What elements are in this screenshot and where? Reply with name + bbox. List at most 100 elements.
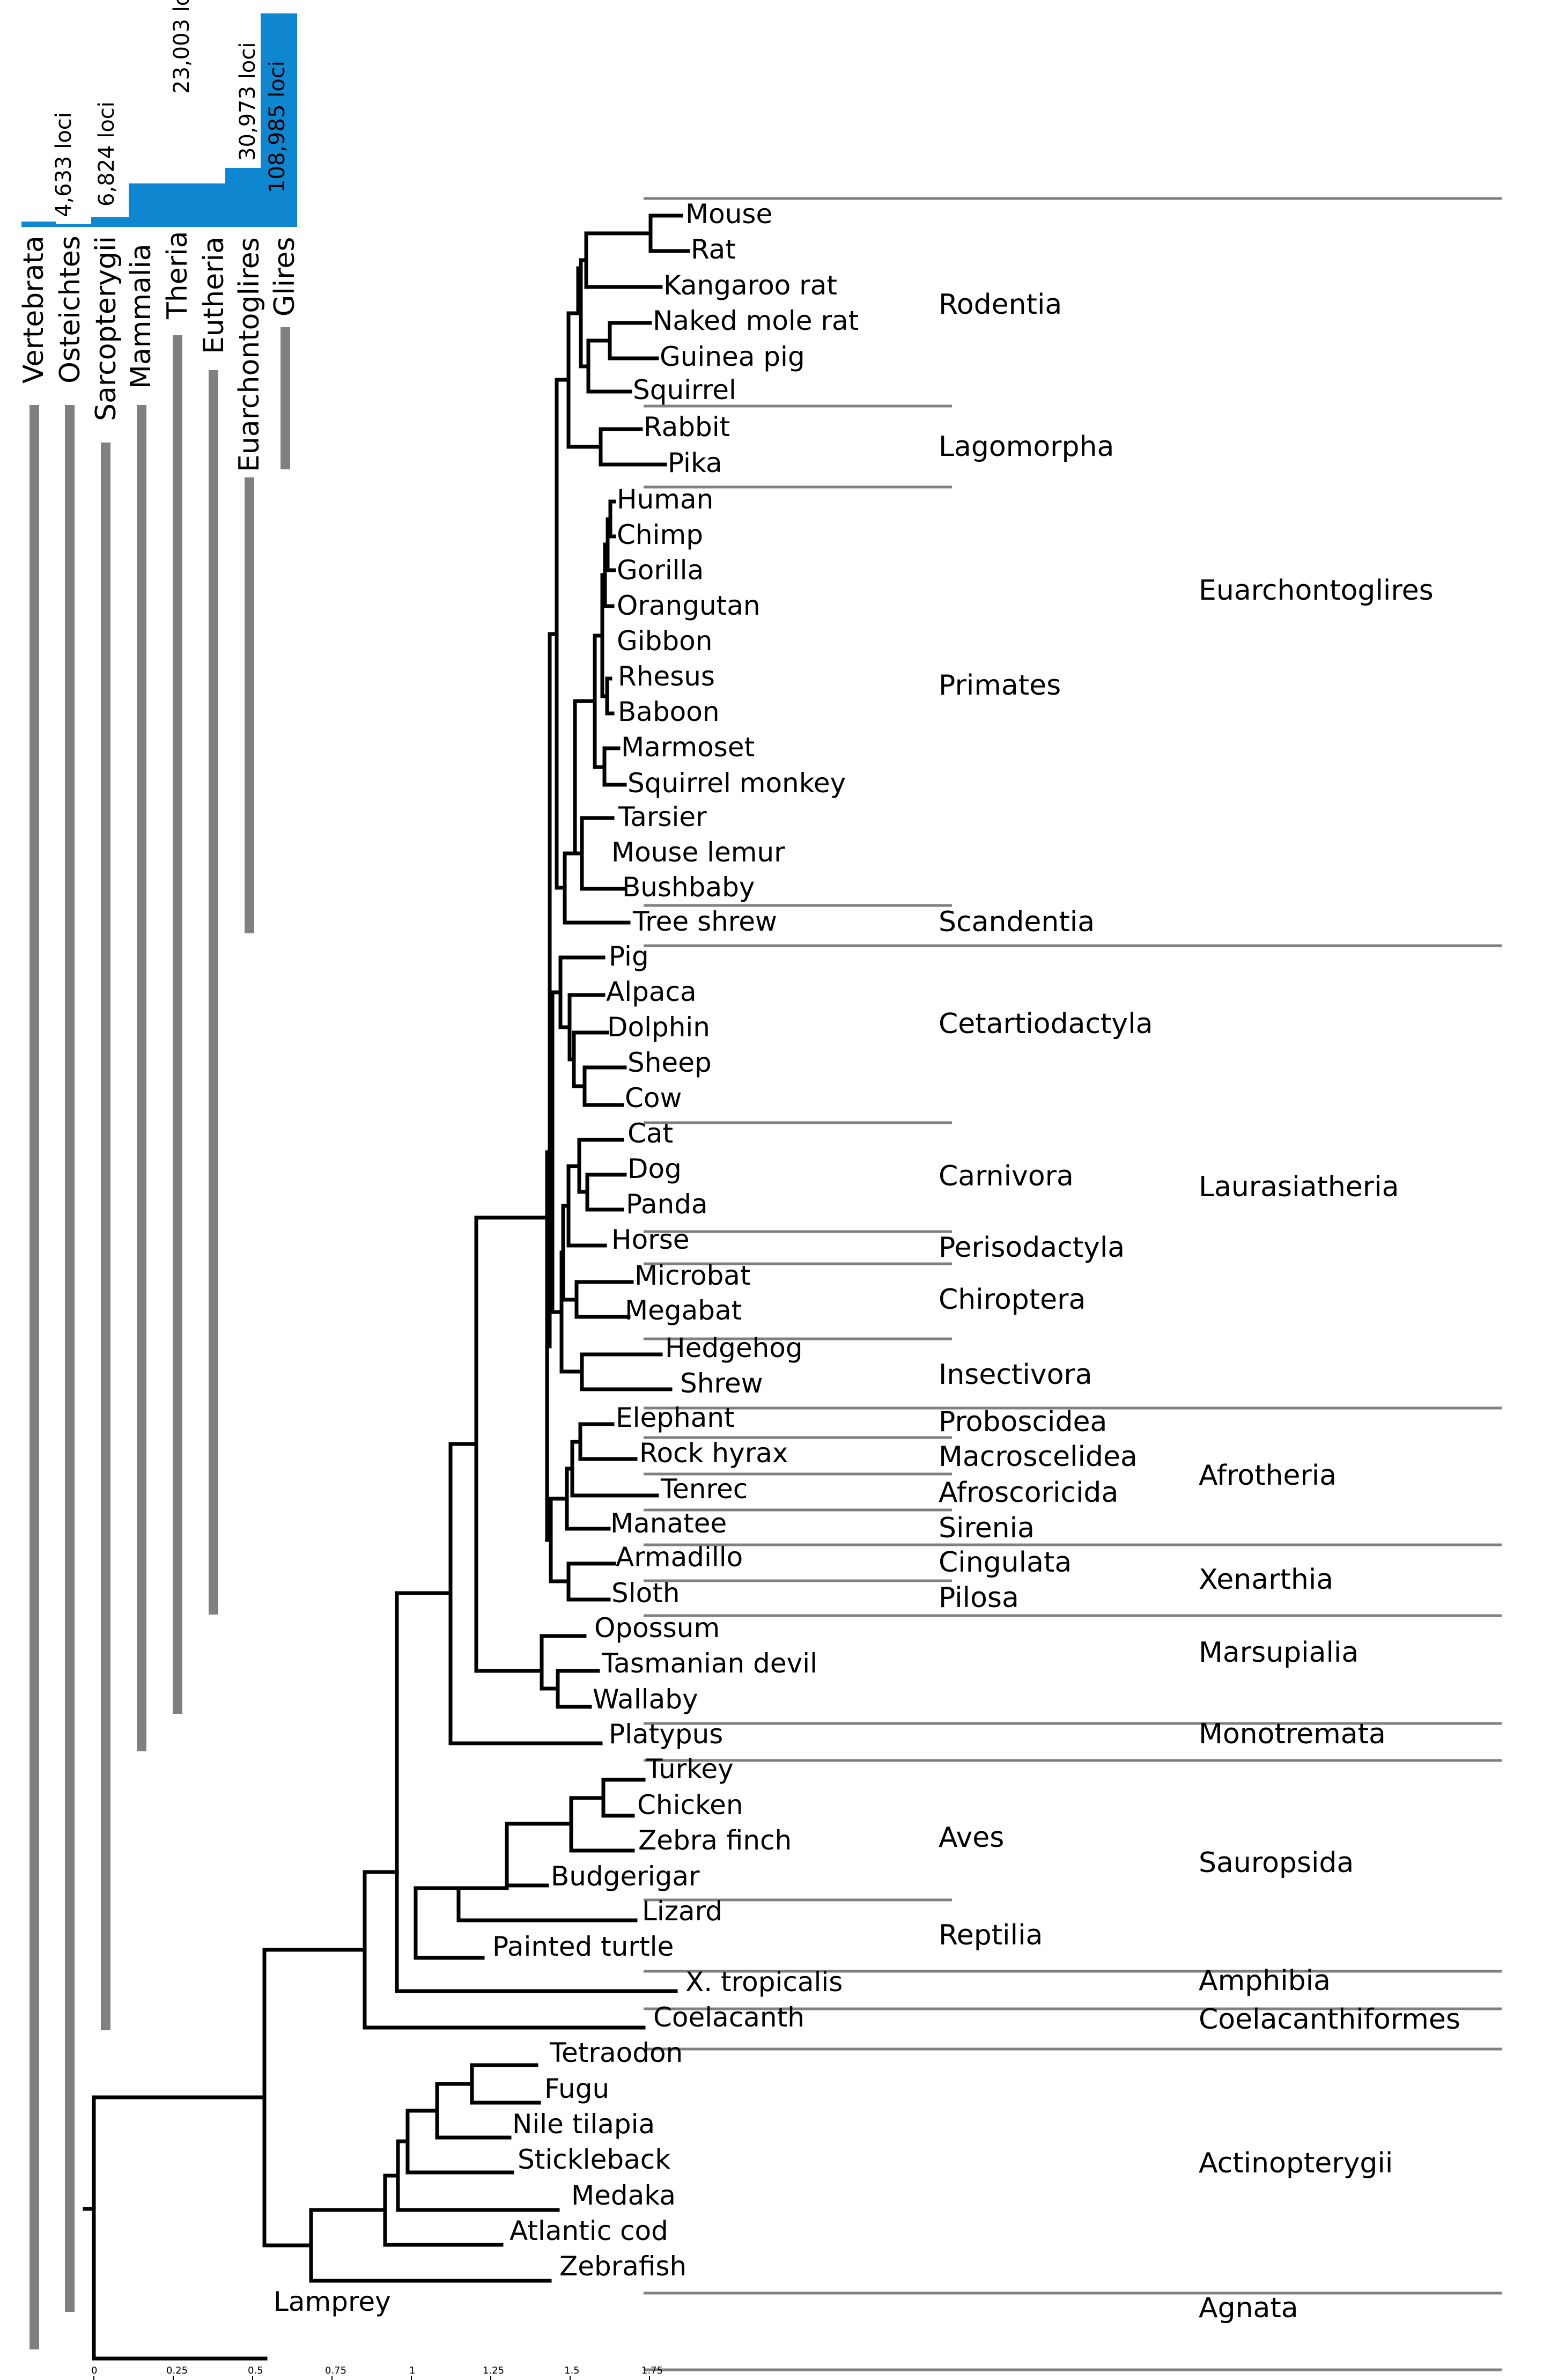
order-scandentia: Scandentia: [939, 906, 1095, 938]
leaf-dog: Dog: [627, 1153, 682, 1184]
superorder-marsupialia: Marsupialia: [1199, 1637, 1359, 1669]
order-aves: Aves: [939, 1822, 1004, 1854]
leaf-sloth: Sloth: [611, 1578, 680, 1609]
branch: [585, 1173, 627, 1212]
clade-label-glires: Glires: [269, 237, 301, 316]
leaf-tarsier: Tarsier: [618, 801, 707, 832]
branch: [456, 1886, 638, 1922]
loci-label-glires: 108,985 loci: [265, 61, 290, 193]
leaf-squirrel-monkey: Squirrel monkey: [627, 768, 846, 799]
branch: [556, 1669, 600, 1709]
axis-tick-label: 0: [91, 2365, 97, 2376]
coverage-bars: [29, 327, 290, 2349]
branch: [505, 1822, 573, 1888]
leaf-fugu: Fugu: [544, 2073, 609, 2104]
loci-label-theria: 23,003 loci: [169, 0, 194, 94]
leaf-megabat: Megabat: [625, 1295, 742, 1326]
order-sirenia: Sirenia: [939, 1512, 1035, 1544]
branch: [648, 213, 690, 253]
branch: [572, 1030, 609, 1088]
separators: [644, 197, 1502, 2371]
branch: [540, 1634, 587, 1691]
leaf-hedgehog: Hedgehog: [665, 1332, 803, 1364]
clade-label-sarcopterygii: Sarcopterygii: [90, 236, 122, 421]
superorder-monotremata: Monotremata: [1199, 1718, 1386, 1750]
leaf-kangaroo-rat: Kangaroo rat: [663, 270, 837, 301]
leaf-painted-turtle: Painted turtle: [492, 1931, 674, 1962]
order-lagomorpha: Lagomorpha: [939, 431, 1114, 463]
branch: [580, 1352, 673, 1391]
leaf-guinea-pig: Guinea pig: [660, 341, 805, 372]
coverage-bar-eutheria: [209, 370, 218, 1615]
order-pilosa: Pilosa: [939, 1582, 1019, 1614]
leaf-platypus: Platypus: [609, 1719, 723, 1750]
branch: [474, 1215, 552, 1673]
coverage-bar-sarcopterygii: [101, 443, 110, 2030]
leaf-x-tropicalis: X. tropicalis: [685, 1966, 843, 1998]
leaf-chimp: Chimp: [617, 519, 703, 550]
branch: [470, 2063, 541, 2105]
axis-tick-label: 0.75: [325, 2365, 346, 2376]
branch: [262, 1948, 367, 2248]
leaf-labels: Mouse Rat Kangaroo rat Naked mole rat Gu…: [274, 198, 859, 2317]
leaf-gorilla: Gorilla: [617, 555, 704, 586]
coverage-bar-glires: [280, 327, 290, 469]
branch: [448, 1442, 603, 1745]
clade-label-vertebrata: Vertebrata: [18, 235, 50, 384]
leaf-orangutan: Orangutan: [617, 590, 761, 621]
leaf-tree-shrew: Tree shrew: [632, 906, 777, 937]
branch: [579, 258, 590, 369]
leaf-baboon: Baboon: [618, 696, 720, 727]
branch: [574, 1280, 634, 1319]
leaf-marmoset: Marmoset: [621, 732, 755, 763]
leaf-dolphin: Dolphin: [607, 1012, 710, 1043]
loci-bar-mammalia: [129, 183, 172, 227]
leaf-tenrec: Tenrec: [660, 1473, 748, 1505]
order-labels: Rodentia Lagomorpha Primates Scandentia …: [939, 289, 1153, 1951]
leaf-stickleback: Stickleback: [518, 2144, 670, 2175]
leaf-medaka: Medaka: [571, 2180, 676, 2211]
axis-tick-label: 1.25: [483, 2365, 504, 2376]
clade-label-osteichtes: Osteichtes: [54, 235, 86, 384]
branch: [582, 1065, 627, 1107]
order-macroscelidea: Macroscelidea: [939, 1441, 1138, 1473]
clade-label-theria: Theria: [161, 231, 194, 320]
leaf-lamprey: Lamprey: [274, 2286, 391, 2317]
order-reptilia: Reptilia: [939, 1919, 1043, 1951]
coverage-bar-mammalia: [137, 405, 146, 1751]
superorder-afrotheria: Afrotheria: [1199, 1460, 1337, 1492]
superorder-coelacanthiformes: Coelacanthiformes: [1199, 2003, 1460, 2036]
leaf-cow: Cow: [625, 1082, 682, 1114]
axis-tick-label: 1.75: [641, 2365, 663, 2376]
clade-label-mammalia: Mammalia: [125, 244, 157, 389]
loci-bar-sarcopterygii: [91, 217, 129, 227]
axis-tick-label: 0.25: [166, 2365, 188, 2376]
leaf-pika: Pika: [668, 447, 722, 478]
superorder-laurasiatheria: Laurasiatheria: [1199, 1171, 1399, 1203]
loci-bar-eutheria: [225, 168, 261, 227]
leaf-tasmanian-devil: Tasmanian devil: [601, 1648, 817, 1679]
loci-bar-vertebrata: [21, 222, 56, 227]
branch: [414, 1886, 485, 1960]
leaf-cat: Cat: [627, 1118, 673, 1149]
loci-bar-glires: [261, 13, 297, 227]
leaf-mouse-lemur: Mouse lemur: [611, 837, 785, 868]
superorder-actinopterygii: Actinopterygii: [1199, 2147, 1393, 2179]
leaf-microbat: Microbat: [634, 1260, 751, 1291]
loci-bar-theria: [172, 183, 225, 227]
superorder-agnata: Agnata: [1199, 2292, 1298, 2324]
leaf-tetraodon: Tetraodon: [549, 2037, 683, 2068]
leaf-rhesus: Rhesus: [618, 661, 715, 692]
leaf-shrew: Shrew: [680, 1368, 763, 1399]
branch: [608, 321, 659, 360]
superorder-amphibia: Amphibia: [1199, 1965, 1331, 1997]
loci-bar-osteichtes: [56, 224, 91, 227]
leaf-wallaby: Wallaby: [593, 1684, 698, 1715]
order-cetartiodactyla: Cetartiodactyla: [939, 1008, 1153, 1040]
leaf-armadillo: Armadillo: [616, 1542, 743, 1573]
leaf-elephant: Elephant: [616, 1402, 735, 1433]
leaf-pig: Pig: [609, 941, 649, 972]
coverage-bar-vertebrata: [29, 405, 39, 2349]
branch: [456, 1886, 509, 1922]
leaf-manatee: Manatee: [610, 1508, 727, 1539]
